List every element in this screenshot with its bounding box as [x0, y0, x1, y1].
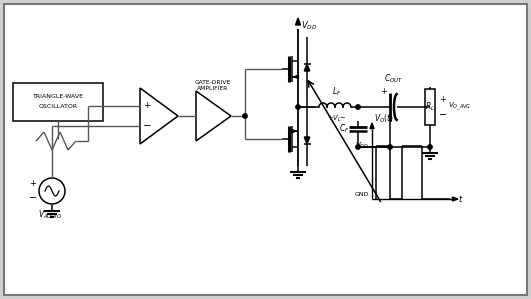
Text: +: +	[30, 179, 37, 188]
Circle shape	[243, 114, 247, 118]
Text: $L_F$: $L_F$	[332, 86, 341, 98]
Text: −: −	[439, 110, 447, 120]
Circle shape	[356, 105, 360, 109]
Text: −: −	[143, 121, 151, 131]
Text: −: −	[29, 193, 37, 203]
Text: $V_{O\_AVG}$: $V_{O\_AVG}$	[448, 101, 472, 113]
Text: GATE-DRIVE: GATE-DRIVE	[195, 80, 231, 86]
Polygon shape	[304, 137, 310, 144]
Circle shape	[296, 105, 300, 109]
Circle shape	[356, 145, 360, 149]
Text: AMPLIFIER: AMPLIFIER	[198, 86, 229, 91]
Text: TRIANGLE-WAVE: TRIANGLE-WAVE	[32, 94, 83, 98]
Polygon shape	[370, 123, 374, 129]
Text: $R_L$: $R_L$	[425, 101, 435, 113]
Text: +: +	[381, 86, 388, 95]
Text: t: t	[458, 195, 461, 204]
Text: +$V_L$−: +$V_L$−	[327, 114, 346, 124]
Polygon shape	[452, 197, 458, 201]
Polygon shape	[295, 18, 301, 25]
Text: $V_{DD}$: $V_{DD}$	[355, 141, 369, 151]
FancyBboxPatch shape	[425, 89, 435, 125]
Text: OSCILLATOR: OSCILLATOR	[38, 104, 78, 109]
Text: $V_{AUDIO}$: $V_{AUDIO}$	[38, 209, 62, 221]
Text: $C_F$: $C_F$	[339, 123, 349, 135]
Text: $V_O(t)$: $V_O(t)$	[374, 112, 394, 125]
Text: +: +	[440, 94, 447, 103]
Text: $C_{OUT}$: $C_{OUT}$	[384, 72, 404, 85]
FancyBboxPatch shape	[13, 83, 103, 121]
FancyBboxPatch shape	[4, 4, 527, 295]
Text: +: +	[143, 101, 151, 111]
Text: GND: GND	[355, 192, 369, 197]
Text: $V_{DD}$: $V_{DD}$	[301, 20, 318, 32]
Polygon shape	[304, 64, 310, 71]
Circle shape	[428, 145, 432, 149]
Circle shape	[388, 145, 392, 149]
